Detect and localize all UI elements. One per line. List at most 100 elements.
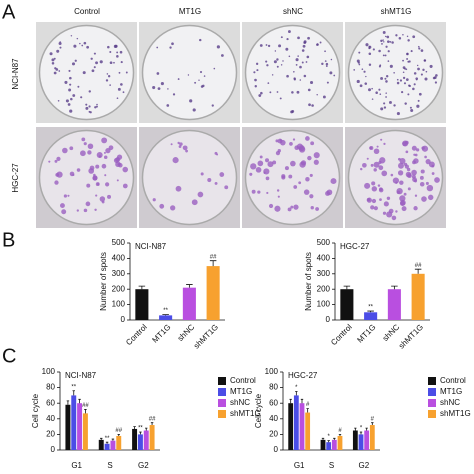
y-tick-label: 60 [269, 398, 278, 407]
colony [289, 142, 293, 146]
y-tick-label: 0 [51, 445, 56, 454]
colony [406, 167, 411, 172]
colony [396, 112, 400, 116]
colony [293, 70, 295, 73]
x-tick-label: G1 [71, 461, 82, 470]
colony [81, 137, 86, 142]
colony [105, 182, 110, 187]
y-tick-label: 200 [112, 284, 126, 293]
colony [276, 189, 280, 192]
x-tick-label: MT1G [150, 323, 172, 345]
column-label: shMT1G [381, 7, 412, 16]
colony [385, 75, 389, 78]
legend-label: shNC [440, 398, 460, 407]
legend-label: shMT1G [230, 409, 261, 418]
colony [311, 104, 314, 107]
colony [371, 98, 374, 100]
colony [299, 65, 302, 69]
colony [434, 177, 440, 183]
colony [414, 153, 418, 157]
colony [410, 109, 414, 113]
y-tick-label: 40 [269, 414, 278, 423]
panel-label: A [2, 1, 16, 23]
colony [368, 63, 372, 67]
error-bar [354, 427, 357, 431]
bar [288, 403, 294, 450]
colony [298, 181, 302, 185]
colony [288, 55, 291, 58]
colony [360, 167, 363, 171]
colony [377, 184, 381, 187]
colony [94, 106, 97, 109]
colony [48, 160, 51, 163]
error-bar [289, 398, 292, 404]
colony [297, 55, 299, 57]
colony [321, 62, 324, 66]
colony [156, 46, 159, 49]
colony [120, 83, 123, 86]
colony [194, 81, 197, 84]
colony [74, 59, 77, 62]
colony [69, 76, 72, 80]
colony [95, 182, 100, 187]
bar [98, 439, 104, 450]
panel-label: C [2, 345, 16, 367]
plate [141, 24, 238, 121]
colony [361, 68, 364, 71]
colony [67, 103, 71, 106]
x-tick-label: Control [329, 322, 354, 347]
colony [69, 171, 75, 177]
y-tick-label: 20 [46, 430, 55, 439]
colony [287, 207, 292, 212]
colony [301, 49, 305, 52]
colony [386, 35, 390, 39]
y-tick-label: 100 [42, 367, 56, 376]
legend-swatch [218, 388, 226, 396]
colony [429, 64, 433, 68]
colony [54, 67, 57, 70]
colony [387, 40, 390, 43]
colony [313, 159, 319, 165]
colony [105, 79, 109, 82]
legend-swatch [218, 410, 226, 418]
significance-mark: ## [149, 416, 156, 422]
colony [211, 104, 214, 107]
error-bar [186, 284, 193, 288]
colony [251, 189, 256, 194]
colony [103, 151, 106, 154]
colony [70, 97, 73, 101]
bar [137, 434, 143, 450]
x-tick-label: S [107, 461, 112, 470]
colony [310, 141, 315, 146]
colony [405, 78, 409, 81]
colony [403, 162, 408, 166]
colony [172, 157, 179, 164]
colony [371, 87, 373, 90]
colony [316, 43, 319, 46]
colony [160, 82, 164, 86]
colony [69, 109, 73, 113]
colony [359, 84, 363, 88]
colony [90, 57, 93, 60]
colony [309, 194, 314, 199]
colony [384, 54, 387, 57]
error-bar [391, 285, 398, 290]
colony [399, 158, 406, 165]
error-bar [359, 431, 363, 435]
bar [305, 412, 311, 450]
legend-label: MT1G [440, 387, 462, 396]
colony [411, 145, 417, 151]
bar [206, 266, 220, 320]
colony [376, 145, 379, 148]
y-tick-label: 60 [46, 398, 55, 407]
error-bar [327, 440, 330, 443]
colony [316, 94, 318, 96]
colony [379, 93, 382, 96]
colony [418, 47, 421, 50]
chart-title: NCI-N87 [135, 242, 167, 251]
colony [433, 76, 437, 80]
colony [310, 206, 314, 210]
colony [295, 58, 299, 62]
colony [402, 76, 406, 80]
